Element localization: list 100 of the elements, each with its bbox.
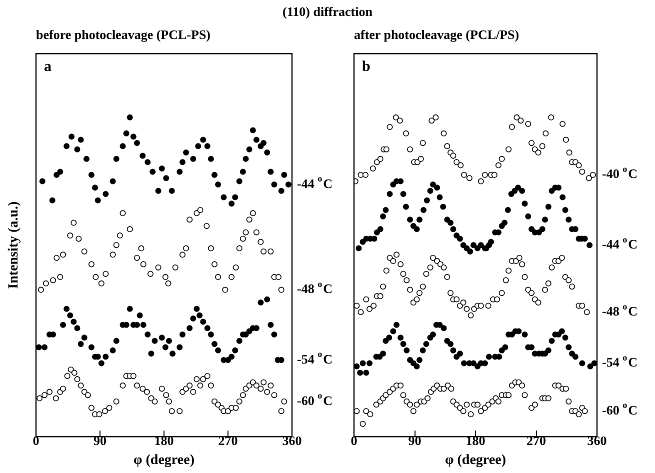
- point: [498, 156, 505, 162]
- point: [190, 316, 196, 322]
- point: [428, 118, 435, 124]
- point: [49, 197, 56, 204]
- point: [236, 245, 242, 252]
- point: [535, 150, 542, 156]
- point: [120, 210, 126, 216]
- point: [144, 331, 151, 338]
- point: [200, 136, 206, 143]
- point: [186, 216, 193, 223]
- point: [211, 341, 218, 348]
- point: [264, 296, 270, 302]
- point: [275, 274, 282, 280]
- point: [200, 318, 206, 325]
- point: [228, 200, 235, 207]
- point: [215, 347, 222, 354]
- point: [268, 168, 274, 175]
- point: [179, 159, 186, 166]
- point: [183, 245, 190, 252]
- point: [374, 159, 380, 166]
- point: [370, 166, 376, 172]
- point: [518, 118, 524, 124]
- point: [253, 229, 260, 236]
- point: [110, 347, 116, 354]
- point: [42, 280, 49, 286]
- point: [208, 331, 214, 338]
- point: [57, 274, 64, 280]
- text: b: [362, 58, 370, 75]
- point: [60, 252, 66, 258]
- point: [246, 216, 252, 223]
- point: [88, 261, 94, 268]
- point: [116, 232, 123, 239]
- point: [140, 152, 146, 159]
- point: [268, 248, 274, 254]
- point: [148, 350, 154, 357]
- point: [179, 252, 186, 258]
- point: [258, 238, 264, 245]
- point: [377, 156, 384, 162]
- point: [162, 344, 168, 350]
- point: [54, 254, 60, 261]
- point: [232, 194, 238, 200]
- point: [64, 306, 70, 312]
- point: [138, 245, 144, 252]
- point: [163, 175, 170, 182]
- point: [155, 264, 162, 270]
- point: [204, 143, 210, 150]
- point: [88, 172, 94, 178]
- point: [126, 114, 133, 120]
- point: [67, 232, 74, 239]
- point: [74, 146, 80, 152]
- point: [264, 150, 270, 156]
- point: [197, 206, 204, 213]
- point: [70, 318, 77, 325]
- point: [236, 338, 242, 344]
- point: [204, 325, 210, 332]
- point: [102, 354, 109, 360]
- point: [190, 156, 196, 162]
- point: [250, 210, 256, 216]
- point: [126, 226, 133, 232]
- point: [70, 220, 77, 226]
- point: [140, 261, 146, 268]
- point: [260, 140, 267, 146]
- point: [278, 188, 284, 194]
- point: [211, 172, 218, 178]
- point: [176, 168, 183, 175]
- point: [168, 188, 175, 194]
- point: [450, 152, 456, 159]
- point: [78, 341, 84, 348]
- point: [74, 325, 80, 332]
- point: [444, 143, 450, 150]
- point: [414, 159, 420, 166]
- point: [208, 245, 214, 252]
- point: [454, 159, 460, 166]
- point: [92, 184, 98, 191]
- point: [228, 274, 235, 280]
- point: [528, 140, 535, 146]
- point: [222, 286, 228, 293]
- point: [271, 331, 278, 338]
- point: [246, 146, 252, 152]
- point: [158, 334, 165, 341]
- point: [172, 264, 178, 270]
- point: [113, 242, 120, 248]
- point: [402, 130, 409, 136]
- point: [232, 347, 238, 354]
- point: [362, 172, 368, 178]
- point: [383, 146, 390, 152]
- point: [176, 344, 183, 350]
- point: [102, 191, 109, 198]
- point: [194, 306, 200, 312]
- point: [39, 178, 46, 184]
- point: [64, 143, 70, 150]
- point: [586, 175, 592, 182]
- point: [186, 325, 193, 332]
- point: [495, 162, 502, 168]
- point: [195, 143, 202, 150]
- point: [506, 146, 512, 152]
- point: [396, 118, 403, 124]
- x-axis-title: φ (degree): [134, 453, 195, 468]
- point: [38, 286, 44, 293]
- point: [165, 280, 172, 286]
